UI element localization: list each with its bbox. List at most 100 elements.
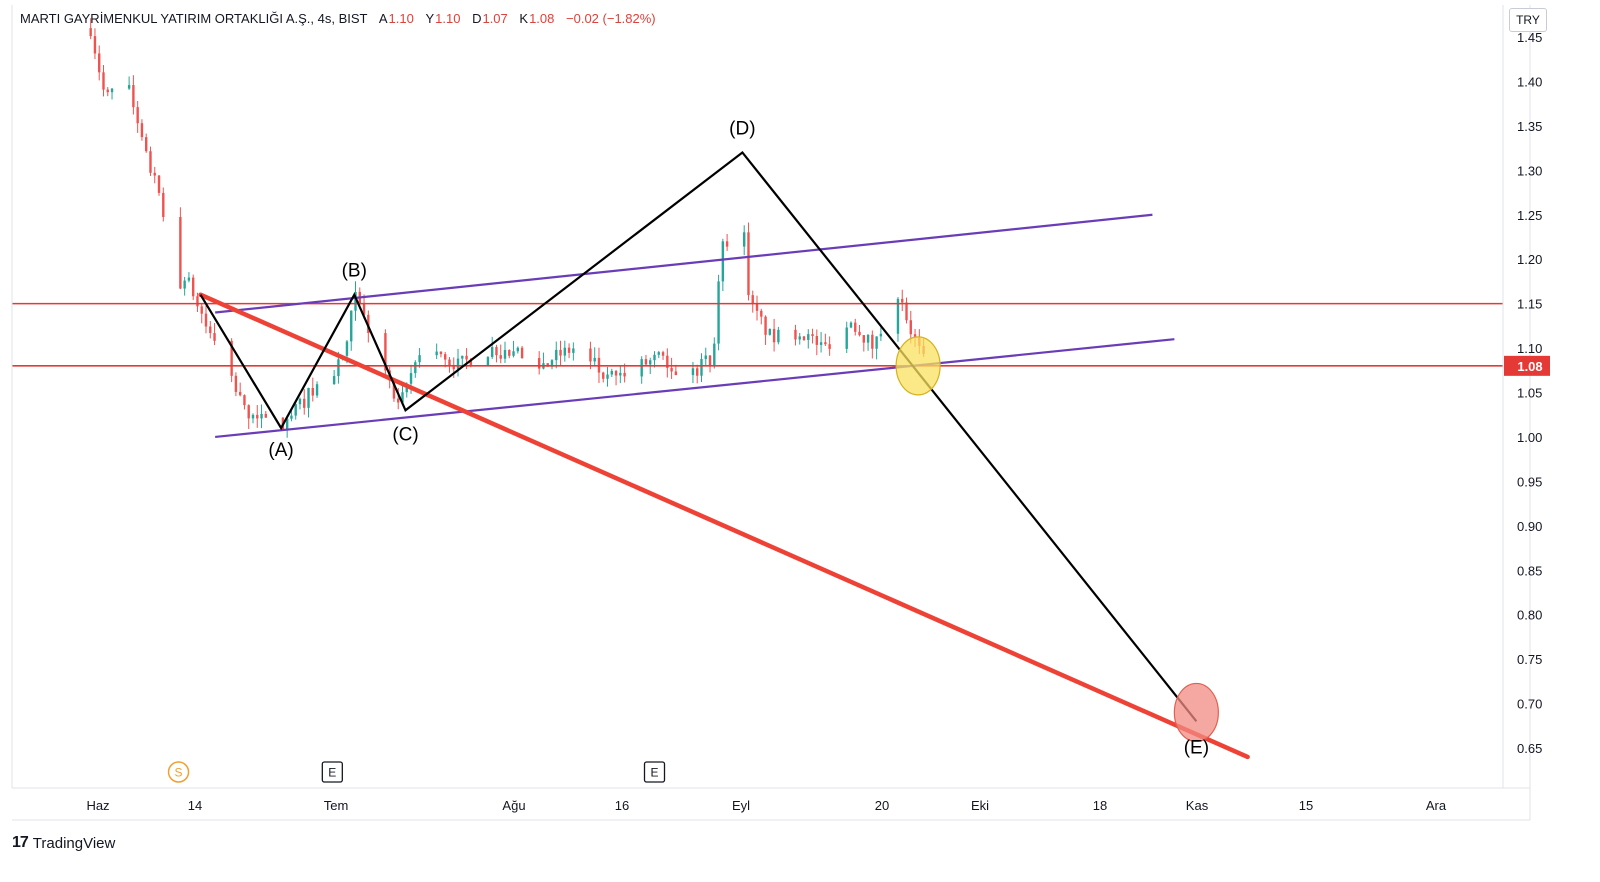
candle-body bbox=[132, 85, 135, 108]
candle-body bbox=[875, 336, 878, 349]
tradingview-logo-icon: 17 bbox=[12, 834, 29, 851]
candle-body bbox=[362, 303, 366, 315]
change-value: −0.02 (−1.82%) bbox=[566, 11, 656, 26]
y-tick-label: 0.95 bbox=[1517, 474, 1542, 489]
candle-body bbox=[461, 355, 464, 359]
candle-body bbox=[230, 340, 233, 376]
symbol-title: MARTI GAYRİMENKUL YATIRIM ORTAKLIĞI A.Ş.… bbox=[20, 11, 368, 26]
candle-body bbox=[486, 356, 490, 367]
candle-body bbox=[149, 151, 152, 173]
split-event-icon[interactable] bbox=[167, 761, 190, 783]
yellow-highlight-ellipse[interactable] bbox=[895, 336, 941, 396]
red-highlight-ellipse[interactable] bbox=[1173, 682, 1219, 743]
candle-body bbox=[456, 358, 460, 370]
y-tick-label: 0.65 bbox=[1517, 741, 1542, 756]
candle-body bbox=[755, 303, 759, 311]
channel-upper-line[interactable] bbox=[215, 213, 1153, 314]
wave-label: (D) bbox=[729, 119, 755, 140]
candle-body bbox=[499, 355, 502, 359]
y-tick-label: 1.35 bbox=[1517, 119, 1542, 134]
candle-body bbox=[251, 414, 255, 419]
candle-body bbox=[439, 351, 443, 355]
currency-button[interactable]: TRY bbox=[1509, 8, 1547, 32]
candle-body bbox=[465, 355, 468, 360]
candle-body bbox=[606, 374, 609, 379]
candle-body bbox=[760, 310, 763, 317]
wave-path[interactable] bbox=[199, 150, 1198, 722]
candle-body bbox=[354, 291, 357, 311]
channel-lower-line[interactable] bbox=[215, 338, 1175, 439]
candle-body bbox=[102, 72, 105, 90]
candle-body bbox=[661, 352, 665, 356]
x-tick-label: 16 bbox=[615, 798, 629, 813]
candle-body bbox=[345, 341, 349, 356]
current-price-tag[interactable] bbox=[1504, 355, 1550, 376]
candle-body bbox=[768, 328, 772, 335]
candle-body bbox=[503, 349, 507, 359]
y-tick-label: 1.20 bbox=[1517, 252, 1542, 267]
candle-body bbox=[666, 355, 669, 368]
candle-body bbox=[649, 360, 652, 365]
candle-body bbox=[589, 348, 592, 362]
y-tick-label: 1.15 bbox=[1517, 297, 1542, 312]
candle-body bbox=[89, 28, 92, 37]
candle-body bbox=[200, 306, 203, 314]
tradingview-brand[interactable]: 17 TradingView bbox=[12, 834, 115, 852]
candle-body bbox=[315, 384, 319, 396]
candle-body bbox=[845, 327, 848, 349]
candle-body bbox=[285, 418, 289, 430]
highlight-ellipses[interactable] bbox=[895, 336, 1219, 743]
y-tick-label: 1.25 bbox=[1517, 208, 1542, 223]
candle-body bbox=[623, 372, 626, 377]
channel-lines[interactable] bbox=[215, 213, 1175, 439]
wave-labels: (A) (B) (C) (D) (E) bbox=[268, 119, 1209, 759]
y-tick-label: 1.45 bbox=[1517, 30, 1542, 45]
earnings-event-icon[interactable] bbox=[643, 761, 666, 783]
candle-body bbox=[653, 354, 656, 361]
candle-body bbox=[807, 334, 810, 340]
candle-body bbox=[209, 326, 212, 334]
candle-body bbox=[204, 313, 208, 327]
brand-name: TradingView bbox=[32, 834, 116, 852]
y-tick-label: 1.30 bbox=[1517, 163, 1542, 178]
y-tick-label: 0.85 bbox=[1517, 563, 1542, 578]
candle-body bbox=[183, 280, 186, 289]
horizontal-levels[interactable] bbox=[12, 302, 1503, 367]
candle-body bbox=[469, 359, 473, 367]
open-label: A bbox=[378, 11, 388, 26]
earnings-event-label: E bbox=[328, 766, 336, 780]
descending-trendline[interactable] bbox=[198, 292, 1250, 760]
candle-body bbox=[350, 310, 353, 342]
trendline-layer[interactable] bbox=[198, 292, 1250, 760]
earnings-event-icon[interactable] bbox=[321, 761, 343, 783]
candle-body bbox=[247, 405, 250, 419]
high-value: 1.10 bbox=[435, 11, 461, 26]
x-tick-label: 18 bbox=[1093, 798, 1107, 813]
candle-body bbox=[157, 175, 161, 193]
earnings-event-label: E bbox=[650, 766, 658, 780]
candle-body bbox=[901, 298, 904, 303]
candle-body bbox=[106, 89, 109, 93]
candle-body bbox=[747, 232, 750, 296]
candle-body bbox=[819, 342, 823, 345]
symbol-header[interactable]: MARTI GAYRİMENKUL YATIRIM ORTAKLIĞI A.Ş.… bbox=[20, 11, 656, 26]
candle-body bbox=[145, 137, 148, 152]
candle-body bbox=[435, 351, 438, 356]
candle-body bbox=[452, 365, 455, 370]
candle-body bbox=[196, 296, 199, 307]
x-tick-label: 20 bbox=[875, 798, 889, 813]
candle-body bbox=[260, 413, 263, 419]
candle-body bbox=[537, 358, 541, 369]
candle-body bbox=[392, 380, 396, 399]
low-value: 1.07 bbox=[482, 11, 508, 26]
candle-body bbox=[913, 334, 917, 338]
candle-body bbox=[213, 333, 216, 341]
candle-body bbox=[490, 346, 494, 357]
candle-body bbox=[264, 413, 268, 418]
candle-body bbox=[794, 329, 797, 340]
candle-body bbox=[414, 362, 417, 374]
wave-lines[interactable] bbox=[199, 150, 1198, 722]
wave-label: (A) bbox=[268, 440, 293, 461]
